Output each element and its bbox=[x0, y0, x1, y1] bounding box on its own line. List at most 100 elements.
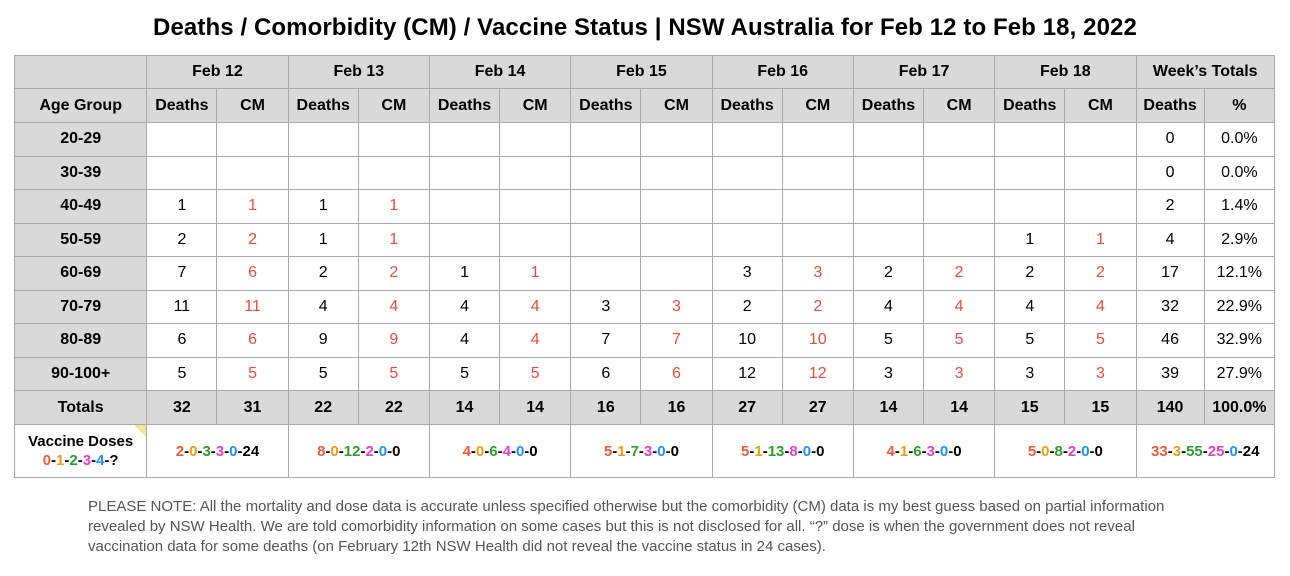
cm-cell: 4 bbox=[499, 323, 572, 358]
dose-count: 3 bbox=[215, 442, 225, 460]
deaths-cell bbox=[570, 222, 642, 257]
header-cm: CM bbox=[781, 88, 854, 123]
deaths-cell bbox=[428, 222, 501, 257]
header-cm: CM bbox=[357, 88, 430, 123]
cm-cell: 1 bbox=[357, 222, 430, 257]
dose-separator: - bbox=[1062, 442, 1068, 460]
dose-count: 0 bbox=[1081, 442, 1090, 460]
dose-separator: - bbox=[1224, 442, 1230, 460]
dose-count: 0 bbox=[378, 442, 388, 460]
dose-count: 1 bbox=[617, 442, 626, 460]
dose-count: 7 bbox=[630, 442, 639, 460]
deaths-cell bbox=[570, 189, 642, 224]
age-group-label: 30-39 bbox=[13, 155, 148, 190]
cm-cell bbox=[1064, 155, 1137, 190]
deaths-cell: 2 bbox=[146, 222, 218, 257]
deaths-cell bbox=[852, 189, 925, 224]
dose-separator: - bbox=[652, 442, 658, 460]
deaths-cell: 1 bbox=[287, 222, 359, 257]
dose-separator: - bbox=[510, 442, 516, 460]
dose-separator: - bbox=[470, 442, 476, 460]
deaths-cell: 5 bbox=[994, 323, 1066, 358]
dose-count: 0 bbox=[392, 442, 401, 460]
total-cm-cell: 14 bbox=[923, 390, 996, 425]
week-pct-cell: 2.9% bbox=[1203, 222, 1276, 257]
deaths-cell bbox=[852, 222, 925, 257]
age-group-label: 50-59 bbox=[13, 222, 148, 257]
deaths-cell bbox=[287, 155, 359, 190]
deaths-cell: 2 bbox=[994, 256, 1066, 291]
deaths-cell: 4 bbox=[852, 289, 925, 324]
dose-separator: - bbox=[1181, 442, 1187, 460]
cm-cell bbox=[640, 122, 713, 157]
dose-separator: - bbox=[811, 442, 817, 460]
table-row: 40-49 1 1 1 1 2 1.4% bbox=[13, 189, 1276, 224]
deaths-cell: 10 bbox=[711, 323, 783, 358]
week-deaths-cell: 39 bbox=[1135, 356, 1205, 391]
deaths-cell: 4 bbox=[994, 289, 1066, 324]
deaths-cell bbox=[570, 155, 642, 190]
deaths-cell: 9 bbox=[287, 323, 359, 358]
header-date: Feb 12 bbox=[146, 55, 289, 89]
dose-count: 25 bbox=[1207, 442, 1225, 460]
header-date: Feb 16 bbox=[711, 55, 854, 89]
dose-count: 3 bbox=[926, 442, 935, 460]
cm-cell: 5 bbox=[923, 323, 996, 358]
age-group-label: 80-89 bbox=[13, 323, 148, 358]
dose-separator: - bbox=[625, 442, 631, 460]
cm-cell: 3 bbox=[923, 356, 996, 391]
dose-separator: - bbox=[77, 452, 83, 469]
deaths-cell: 1 bbox=[287, 189, 359, 224]
week-pct-cell: 1.4% bbox=[1203, 189, 1276, 224]
vaccine-doses-day: 5-1-7-3-0-0 bbox=[570, 424, 713, 478]
dose-count: 33 bbox=[1151, 442, 1168, 460]
dose-count: 5 bbox=[1027, 442, 1037, 460]
deaths-cell bbox=[570, 122, 642, 157]
comment-corner-marker bbox=[134, 425, 147, 437]
total-cm-cell: 31 bbox=[216, 390, 289, 425]
dose-count: 3 bbox=[82, 452, 92, 469]
cm-cell bbox=[499, 222, 572, 257]
total-cm-cell: 16 bbox=[640, 390, 713, 425]
header-cm: CM bbox=[640, 88, 713, 123]
dose-count: 3 bbox=[1172, 442, 1182, 460]
header-cm: CM bbox=[216, 88, 289, 123]
dose-separator: - bbox=[387, 442, 393, 460]
dose-legend: 0-1-2-3-4-? bbox=[15, 451, 146, 470]
dose-separator: - bbox=[524, 442, 530, 460]
deaths-cell: 1 bbox=[146, 189, 218, 224]
cm-cell: 1 bbox=[499, 256, 572, 291]
cm-cell bbox=[640, 222, 713, 257]
deaths-cell bbox=[428, 189, 501, 224]
dose-count: 24 bbox=[1242, 442, 1260, 460]
header-deaths: Deaths bbox=[146, 88, 218, 123]
week-total-pct: 100.0% bbox=[1203, 390, 1276, 425]
dose-separator: - bbox=[921, 442, 927, 460]
dose-count: 3 bbox=[202, 442, 211, 460]
dose-separator: - bbox=[51, 452, 57, 469]
week-deaths-cell: 17 bbox=[1135, 256, 1205, 291]
vaccine-doses-day: 8-0-12-2-0-0 bbox=[287, 424, 430, 478]
dose-separator: - bbox=[612, 442, 618, 460]
cm-cell bbox=[499, 155, 572, 190]
vaccine-doses-day: 4-0-6-4-0-0 bbox=[428, 424, 572, 478]
header-cm: CM bbox=[923, 88, 996, 123]
dose-count: 0 bbox=[1041, 442, 1050, 460]
cm-cell bbox=[923, 189, 996, 224]
cm-cell bbox=[923, 122, 996, 157]
deaths-cell bbox=[287, 122, 359, 157]
dose-count: 0 bbox=[229, 442, 238, 460]
table-row: 30-39 0 0.0% bbox=[13, 155, 1276, 190]
cm-cell bbox=[499, 122, 572, 157]
dose-separator: - bbox=[210, 442, 216, 460]
dose-count: 0 bbox=[475, 442, 485, 460]
deaths-cell: 3 bbox=[852, 356, 925, 391]
total-cm-cell: 15 bbox=[1064, 390, 1137, 425]
dose-separator: - bbox=[1089, 442, 1095, 460]
dose-count: 55 bbox=[1186, 442, 1203, 460]
deaths-cell: 2 bbox=[287, 256, 359, 291]
dose-separator: - bbox=[1167, 442, 1173, 460]
header-deaths: Deaths bbox=[1135, 88, 1205, 123]
dose-count: 4 bbox=[502, 442, 511, 460]
dose-count: 1 bbox=[56, 452, 65, 469]
